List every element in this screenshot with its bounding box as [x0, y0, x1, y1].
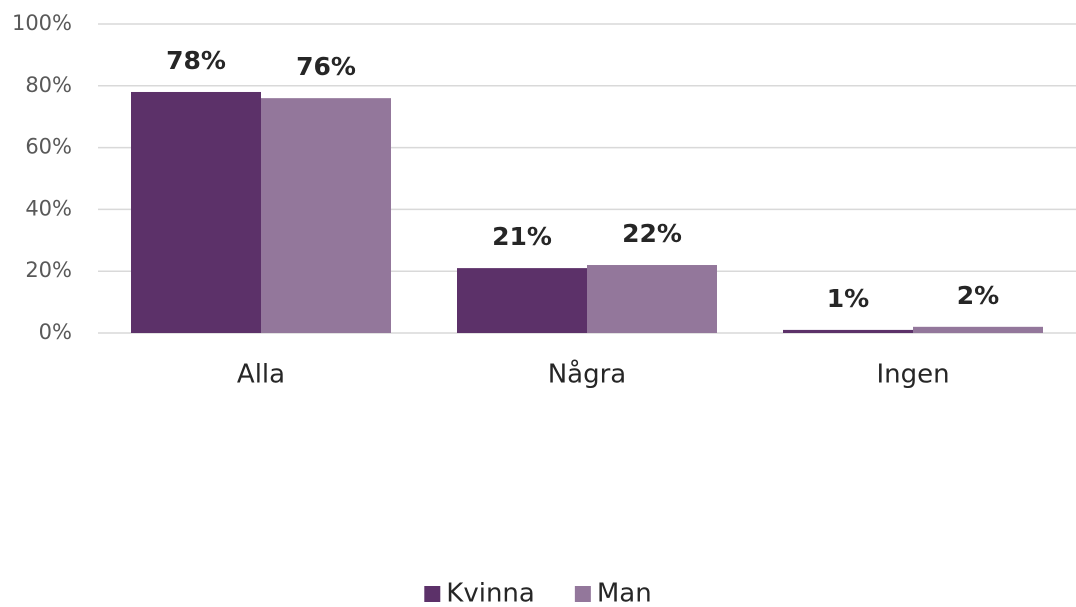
y-tick-label: 0%	[39, 320, 72, 344]
value-label: 78%	[166, 46, 226, 75]
bar	[913, 326, 1043, 333]
bar	[457, 268, 587, 333]
y-tick-label: 20%	[25, 258, 72, 282]
legend-swatch	[424, 586, 441, 602]
x-tick-label: Alla	[237, 360, 285, 390]
y-tick-label: 40%	[25, 196, 72, 220]
value-label: 2%	[957, 281, 999, 310]
y-tick-label: 60%	[25, 135, 72, 159]
x-tick-label: Några	[548, 359, 627, 390]
bar	[783, 329, 913, 333]
bar	[131, 91, 261, 333]
y-tick-label: 80%	[25, 73, 72, 97]
value-label: 21%	[492, 222, 552, 251]
bar	[587, 265, 717, 333]
legend-label: Man	[597, 579, 652, 607]
x-tick-label: Ingen	[876, 360, 949, 390]
legend-swatch	[574, 586, 591, 602]
bar	[261, 98, 391, 333]
legend-label: Kvinna	[446, 579, 535, 607]
value-label: 76%	[296, 52, 356, 81]
y-tick-label: 100%	[12, 11, 72, 35]
value-label: 1%	[827, 284, 869, 313]
value-label: 22%	[622, 219, 682, 248]
